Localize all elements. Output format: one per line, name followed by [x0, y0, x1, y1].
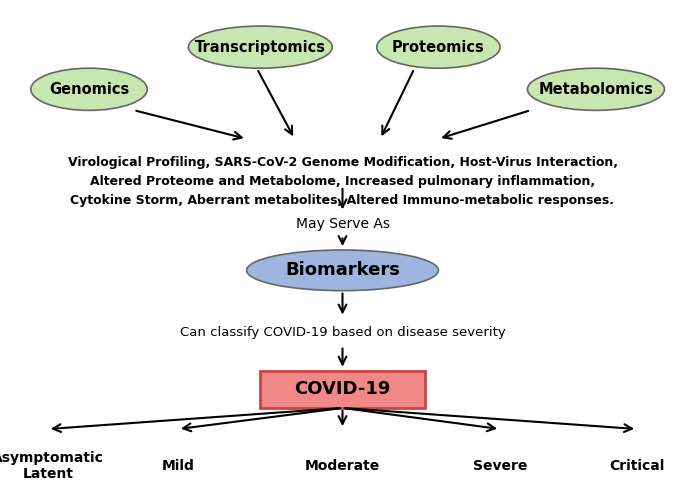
Text: Biomarkers: Biomarkers	[285, 261, 400, 279]
Text: May Serve As: May Serve As	[295, 217, 390, 231]
Text: Moderate: Moderate	[305, 459, 380, 473]
Text: COVID-19: COVID-19	[295, 380, 390, 398]
Ellipse shape	[527, 68, 664, 111]
Text: Critical: Critical	[610, 459, 664, 473]
Ellipse shape	[247, 250, 438, 291]
Ellipse shape	[31, 68, 147, 111]
Ellipse shape	[188, 26, 332, 68]
Text: Virological Profiling, SARS-CoV-2 Genome Modification, Host-Virus Interaction,: Virological Profiling, SARS-CoV-2 Genome…	[68, 156, 617, 169]
Text: Mild: Mild	[162, 459, 195, 473]
Text: Proteomics: Proteomics	[392, 40, 485, 55]
Text: Genomics: Genomics	[49, 82, 129, 97]
Text: Transcriptomics: Transcriptomics	[195, 40, 326, 55]
FancyBboxPatch shape	[260, 371, 425, 408]
Text: Cytokine Storm, Aberrant metabolites, Altered Immuno-metabolic responses.: Cytokine Storm, Aberrant metabolites, Al…	[71, 194, 614, 207]
Text: Severe: Severe	[473, 459, 527, 473]
Text: Altered Proteome and Metabolome, Increased pulmonary inflammation,: Altered Proteome and Metabolome, Increas…	[90, 175, 595, 188]
Text: Metabolomics: Metabolomics	[538, 82, 653, 97]
Ellipse shape	[377, 26, 500, 68]
Text: Asymptomatic
Latent: Asymptomatic Latent	[0, 451, 104, 481]
Text: Can classify COVID-19 based on disease severity: Can classify COVID-19 based on disease s…	[179, 326, 506, 339]
